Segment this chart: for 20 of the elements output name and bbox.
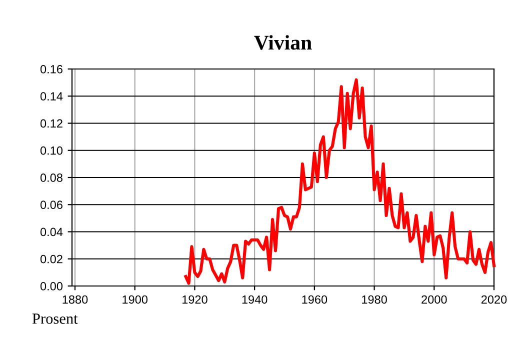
x-tick-label: 1960 xyxy=(302,295,328,304)
y-tick-label: 0.14 xyxy=(40,92,63,101)
x-tick-label: 2000 xyxy=(422,295,447,304)
x-tick-label: 1980 xyxy=(362,295,387,304)
y-tick-label: 0.16 xyxy=(40,65,62,74)
x-tick-label: 1880 xyxy=(62,295,88,304)
x-tick-label: 1920 xyxy=(182,295,208,304)
x-tick-label: 1900 xyxy=(122,295,148,304)
y-tick-label: 0.02 xyxy=(40,254,62,264)
y-tick-label: 0.06 xyxy=(40,200,62,210)
y-tick-label: 0.10 xyxy=(40,146,63,155)
y-tick-label: 0.12 xyxy=(40,119,62,128)
y-tick-label: 0.04 xyxy=(40,228,63,236)
x-tick-label: 1940 xyxy=(242,295,268,304)
line-series xyxy=(184,78,496,285)
y-tick-label: 0.08 xyxy=(40,174,62,182)
x-tick-label: 2020 xyxy=(481,295,507,304)
y-tick-label: 0.00 xyxy=(40,282,63,290)
chart-title: Vivian xyxy=(254,35,312,50)
y-axis-title: Prosent xyxy=(32,314,78,324)
